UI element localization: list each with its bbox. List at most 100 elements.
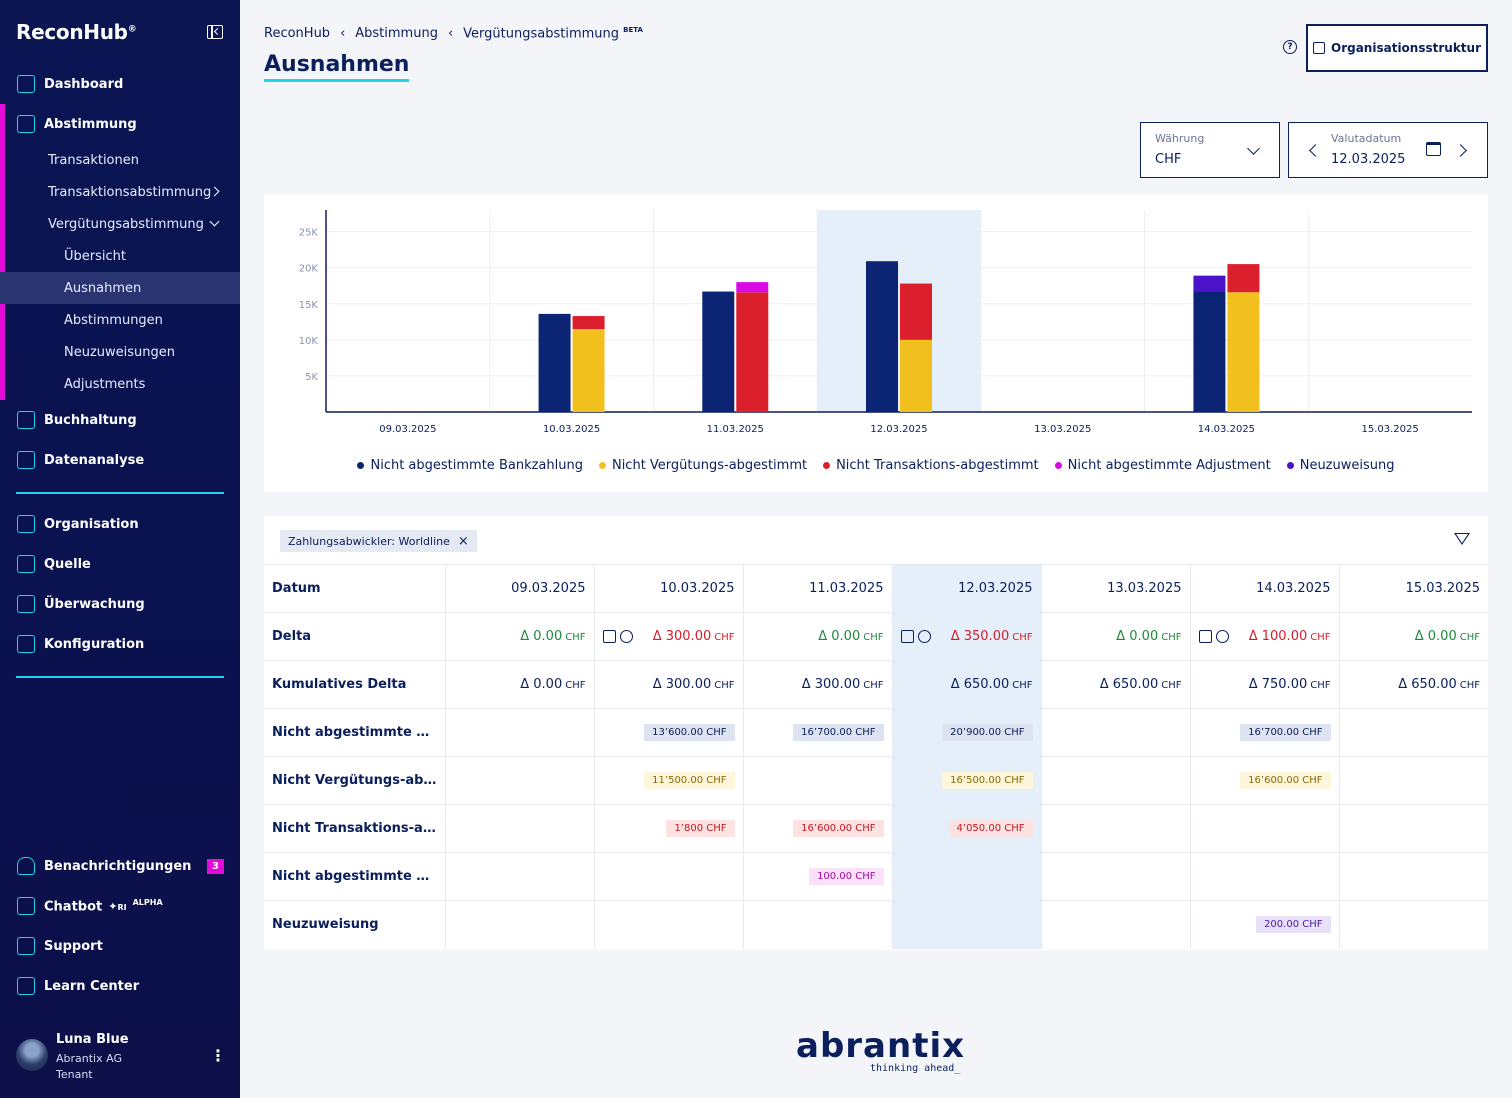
nav-support[interactable]: Support <box>0 928 240 964</box>
reconcile-icon[interactable] <box>602 630 616 643</box>
amount-pill[interactable]: 100.00 CHF <box>809 868 884 885</box>
valuta-date-picker[interactable]: Valutadatum 12.03.2025 <box>1288 122 1488 178</box>
user-org: Abrantix AG <box>56 1052 122 1065</box>
legend-item-bank[interactable]: Nicht abgestimmte Bankzahlung <box>357 458 583 473</box>
nav-ausnahmen[interactable]: Ausnahmen <box>0 272 240 304</box>
table-cell <box>1040 900 1190 949</box>
legend-item-transaktion[interactable]: Nicht Transaktions-abgestimmt <box>823 458 1039 473</box>
footer-tagline: thinking ahead_ <box>870 1063 961 1074</box>
nav-transaktionen[interactable]: Transaktionen <box>48 152 139 168</box>
table-cell <box>1338 708 1488 757</box>
nav-quelle[interactable]: Quelle <box>0 546 240 582</box>
user-role: Tenant <box>56 1068 93 1081</box>
page-title: Ausnahmen <box>264 52 410 82</box>
scale-icon <box>17 411 35 429</box>
legend-item-adjustment[interactable]: Nicht abgestimmte Adjustment <box>1054 458 1271 473</box>
next-date-icon[interactable] <box>1454 144 1467 157</box>
table-cell: Δ 300.00 CHF <box>593 660 743 709</box>
reconcile-icon[interactable] <box>900 630 914 643</box>
assign-icon[interactable] <box>917 630 931 643</box>
breadcrumb-abstimmung[interactable]: Abstimmung <box>355 26 438 42</box>
table-cell: 16’600.00 CHF <box>742 804 892 853</box>
organisationsstruktur-button[interactable]: Organisationsstruktur <box>1306 24 1488 72</box>
table-cell <box>1040 708 1190 757</box>
nav-organisation[interactable]: Organisation <box>0 506 240 542</box>
table-row-verguetung: Nicht Vergütungs-abgestimmt 11’500.00 CHF… <box>264 756 1488 805</box>
table-cell <box>891 900 1041 949</box>
amount-pill[interactable]: 13’600.00 CHF <box>644 724 735 741</box>
nav-datenanalyse[interactable]: Datenanalyse <box>0 442 240 478</box>
table-cell: Δ 0.00 CHF <box>444 660 594 709</box>
amount-pill[interactable]: 16’500.00 CHF <box>942 772 1033 789</box>
nav-transaktionsabstimmung[interactable]: Transaktionsabstimmung <box>0 176 240 208</box>
reconcile-icon[interactable] <box>1198 630 1212 643</box>
chevron-down-icon <box>1247 142 1260 155</box>
nav-benachrichtigungen[interactable]: Benachrichtigungen 3 <box>0 848 240 884</box>
sparkle-icon: ✦RI <box>108 900 127 914</box>
legend-item-verguetung[interactable]: Nicht Vergütungs-abgestimmt <box>598 458 807 473</box>
amount-pill[interactable]: 20’900.00 CHF <box>942 724 1033 741</box>
nav-adjustments[interactable]: Adjustments <box>64 376 146 392</box>
table-cell: 16’600.00 CHF <box>1189 756 1339 805</box>
bar-transaktion <box>900 283 932 340</box>
nav-learn-center[interactable]: Learn Center <box>0 968 240 1004</box>
calendar-icon[interactable] <box>1426 142 1441 156</box>
nav-abstimmungen[interactable]: Abstimmungen <box>64 312 163 328</box>
more-vertical-icon[interactable]: ⋮ <box>210 1046 226 1065</box>
nav-buchhaltung[interactable]: Buchhaltung <box>0 402 240 438</box>
x-tick-label: 14.03.2025 <box>1198 424 1255 435</box>
nav-ueberwachung[interactable]: Überwachung <box>0 586 240 622</box>
filter-icon[interactable] <box>1454 533 1470 545</box>
reconcile-actions[interactable] <box>602 630 633 643</box>
reconcile-actions[interactable] <box>900 630 931 643</box>
learn-icon <box>17 977 35 995</box>
user-profile[interactable]: Luna Blue Abrantix AG Tenant ⋮ <box>16 1030 231 1081</box>
table-cell: 100.00 CHF <box>742 852 892 901</box>
amount-pill[interactable]: 11’500.00 CHF <box>644 772 735 789</box>
monitor-icon <box>17 595 35 613</box>
filter-chip[interactable]: Zahlungsabwickler: Worldline × <box>280 530 477 552</box>
amount-pill[interactable]: 200.00 CHF <box>1256 916 1331 934</box>
currency-select[interactable]: Währung CHF <box>1140 122 1280 178</box>
table-row-adjustment: Nicht abgestimmte Adjustment 100.00 CHF <box>264 852 1488 901</box>
nav-abstimmung[interactable]: Abstimmung <box>0 106 240 142</box>
chart-legend: Nicht abgestimmte Bankzahlung Nicht Vergü… <box>264 458 1488 473</box>
nav-konfiguration[interactable]: Konfiguration <box>0 626 240 662</box>
nav-uebersicht[interactable]: Übersicht <box>64 248 126 264</box>
amount-pill[interactable]: 16’700.00 CHF <box>1240 724 1331 741</box>
y-tick-label: 5K <box>305 372 318 383</box>
nav-verguetungsabstimmung[interactable]: Vergütungsabstimmung <box>0 208 240 240</box>
help-icon[interactable]: ? <box>1283 40 1297 54</box>
currency-label: Währung <box>1155 132 1205 145</box>
assign-icon[interactable] <box>619 630 633 643</box>
bar-transaktion <box>1227 264 1260 293</box>
nav-chatbot[interactable]: Chatbot ✦RIALPHA <box>0 888 240 924</box>
notification-count-badge: 3 <box>207 859 224 874</box>
table-cell <box>444 852 594 901</box>
amount-pill[interactable]: 1’800 CHF <box>666 820 735 837</box>
nav-dashboard[interactable]: Dashboard <box>0 66 240 102</box>
nav-neuzuweisungen[interactable]: Neuzuweisungen <box>64 344 176 360</box>
chevron-down-icon <box>209 216 220 227</box>
amount-pill[interactable]: 16’600.00 CHF <box>793 820 884 837</box>
abrantix-logo: abrantix <box>796 1026 966 1066</box>
assign-icon[interactable] <box>1215 630 1229 643</box>
legend-item-neuzuweisung[interactable]: Neuzuweisung <box>1286 458 1395 473</box>
y-tick-label: 25K <box>299 228 319 239</box>
y-tick-label: 20K <box>299 264 319 275</box>
x-tick-label: 12.03.2025 <box>870 424 927 435</box>
bar-verguetung <box>572 329 605 412</box>
table-cell: Δ 750.00 CHF <box>1189 660 1339 709</box>
close-icon[interactable]: × <box>457 533 469 549</box>
table-cell: 11.03.2025 <box>742 564 892 613</box>
breadcrumb-reconhub[interactable]: ReconHub <box>264 26 331 42</box>
amount-pill[interactable]: 16’600.00 CHF <box>1240 772 1331 789</box>
amount-pill[interactable]: 4’050.00 CHF <box>948 820 1033 837</box>
reconcile-actions[interactable] <box>1198 630 1229 643</box>
table-cell: Δ 0.00 CHF <box>444 612 594 661</box>
table-cell: Δ 100.00 CHF <box>1189 612 1339 661</box>
previous-date-icon[interactable] <box>1309 144 1322 157</box>
amount-pill[interactable]: 16’700.00 CHF <box>793 724 884 741</box>
breadcrumb-verguetungsabstimmung[interactable]: Vergütungsabstimmung BETA <box>463 26 643 42</box>
collapse-sidebar-icon[interactable] <box>207 25 223 39</box>
